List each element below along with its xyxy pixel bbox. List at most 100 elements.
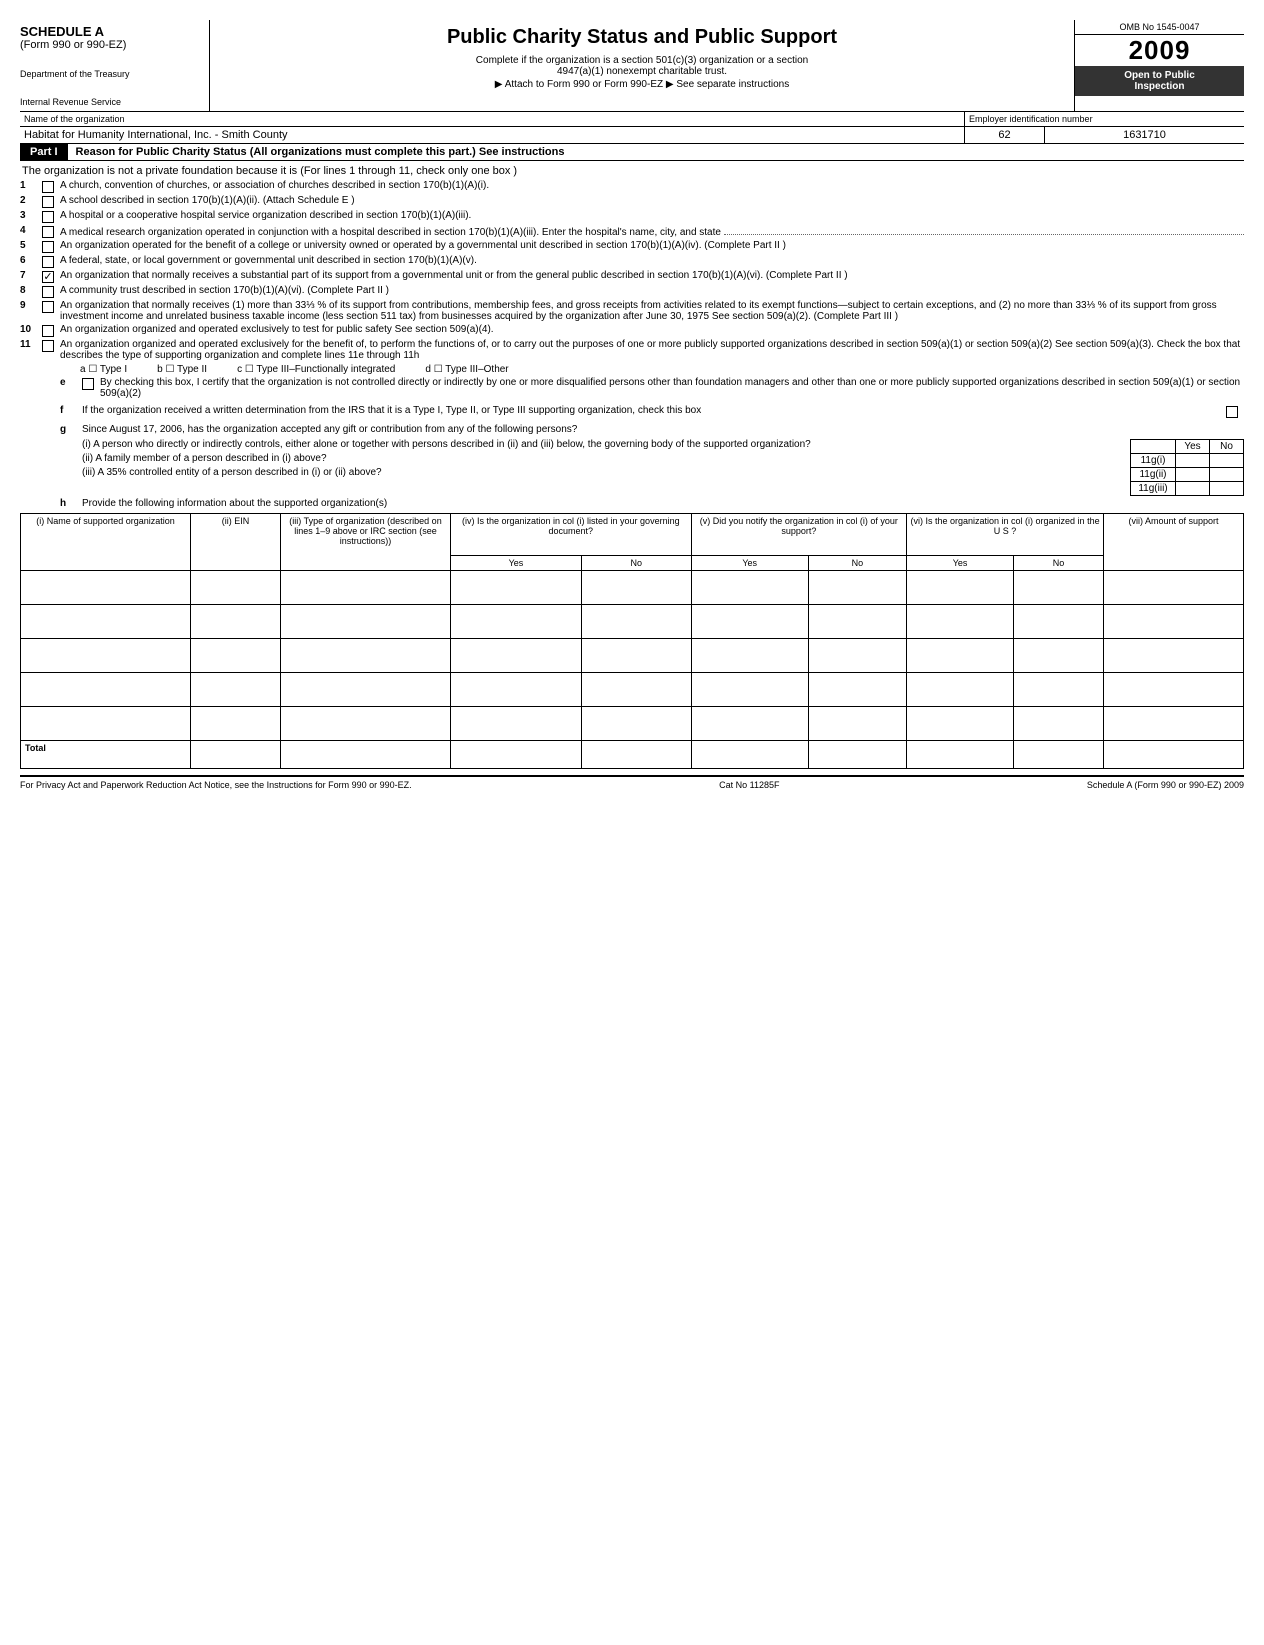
yes-no-grid: YesNo 11g(i) 11g(ii) 11g(iii) <box>1130 439 1244 496</box>
checkbox-e[interactable] <box>82 378 94 390</box>
checkbox-1[interactable] <box>42 181 54 193</box>
checkbox-5[interactable] <box>42 241 54 253</box>
part1-label: Part I <box>20 144 68 160</box>
label-g: g <box>60 424 82 435</box>
checkbox-f[interactable] <box>1226 406 1238 418</box>
line-2: 2A school described in section 170(b)(1)… <box>20 194 1244 209</box>
checkbox-2[interactable] <box>42 196 54 208</box>
ein-prefix: 62 <box>964 127 1044 143</box>
label-row: Name of the organization Employer identi… <box>20 112 1244 127</box>
checkbox-6[interactable] <box>42 256 54 268</box>
line-1: 1A church, convention of churches, or as… <box>20 179 1244 194</box>
th-vi-no: No <box>1014 556 1104 571</box>
footer: For Privacy Act and Paperwork Reduction … <box>20 775 1244 790</box>
th-v-no: No <box>808 556 906 571</box>
line-8: 8A community trust described in section … <box>20 284 1244 299</box>
header-row: SCHEDULE A (Form 990 or 990-EZ) Departme… <box>20 20 1244 112</box>
checkbox-7[interactable] <box>42 271 54 283</box>
yn-11giii-yes[interactable] <box>1175 481 1209 495</box>
part1-title: Reason for Public Charity Status (All or… <box>68 144 573 160</box>
line-g: g Since August 17, 2006, has the organiz… <box>20 424 1244 496</box>
checkbox-4[interactable] <box>42 226 54 238</box>
part1-header: Part I Reason for Public Charity Status … <box>20 144 1244 161</box>
ein-suffix: 1631710 <box>1044 127 1244 143</box>
value-row: Habitat for Humanity International, Inc.… <box>20 127 1244 144</box>
tax-year: 2009 <box>1075 35 1244 66</box>
otp-line1: Open to Public <box>1079 70 1240 81</box>
dept-irs: Internal Revenue Service <box>20 97 201 107</box>
line-9: 9An organization that normally receives … <box>20 299 1244 323</box>
text-g: Since August 17, 2006, has the organizat… <box>82 424 1244 435</box>
g-i: (i) A person who directly or indirectly … <box>60 439 1124 450</box>
th-vii: (vii) Amount of support <box>1104 514 1244 571</box>
footer-mid: Cat No 11285F <box>719 780 779 790</box>
title: Public Charity Status and Public Support <box>218 26 1066 49</box>
org-name-value: Habitat for Humanity International, Inc.… <box>20 127 964 143</box>
table-row[interactable] <box>21 707 1244 741</box>
th-v: (v) Did you notify the organization in c… <box>691 514 906 556</box>
total-label: Total <box>21 741 191 769</box>
th-vi-yes: Yes <box>907 556 1014 571</box>
th-type: (iii) Type of organization (described on… <box>281 514 451 571</box>
yn-11gi: 11g(i) <box>1131 453 1175 467</box>
g-sub-block: (i) A person who directly or indirectly … <box>60 439 1130 478</box>
dept-treasury: Department of the Treasury <box>20 69 201 79</box>
line-h: h Provide the following information abou… <box>20 498 1244 509</box>
ein-label: Employer identification number <box>964 112 1244 126</box>
text-e: By checking this box, I certify that the… <box>100 377 1244 399</box>
th-vi: (vi) Is the organization in col (i) orga… <box>907 514 1104 556</box>
label-e: e <box>60 377 82 399</box>
line-7: 7An organization that normally receives … <box>20 269 1244 284</box>
line-6: 6A federal, state, or local government o… <box>20 254 1244 269</box>
checkbox-11[interactable] <box>42 340 54 352</box>
line-4: 4A medical research organization operate… <box>20 224 1244 239</box>
header-left: SCHEDULE A (Form 990 or 990-EZ) Departme… <box>20 20 210 111</box>
th-iv: (iv) Is the organization in col (i) list… <box>451 514 692 556</box>
footer-left: For Privacy Act and Paperwork Reduction … <box>20 780 412 790</box>
th-ein: (ii) EIN <box>191 514 281 571</box>
yn-11gii-yes[interactable] <box>1175 467 1209 481</box>
yn-11gi-no[interactable] <box>1209 453 1243 467</box>
checkbox-9[interactable] <box>42 301 54 313</box>
form-label: (Form 990 or 990-EZ) <box>20 39 201 51</box>
intro-text: The organization is not a private founda… <box>20 161 1244 179</box>
supported-org-table: (i) Name of supported organization (ii) … <box>20 513 1244 769</box>
type-d[interactable]: d ☐ Type III–Other <box>425 364 508 375</box>
table-row[interactable] <box>21 673 1244 707</box>
line-5: 5An organization operated for the benefi… <box>20 239 1244 254</box>
attach-line: ▶ Attach to Form 990 or Form 990-EZ ▶ Se… <box>218 79 1066 90</box>
line-3: 3A hospital or a cooperative hospital se… <box>20 209 1244 224</box>
table-row[interactable] <box>21 605 1244 639</box>
checkbox-8[interactable] <box>42 286 54 298</box>
checkbox-10[interactable] <box>42 325 54 337</box>
hospital-name-field[interactable] <box>724 225 1244 235</box>
line-f: f If the organization received a written… <box>20 405 1244 418</box>
yn-yes: Yes <box>1175 440 1209 453</box>
omb-number: OMB No 1545-0047 <box>1075 20 1244 35</box>
type-c[interactable]: c ☐ Type III–Functionally integrated <box>237 364 395 375</box>
yn-11gi-yes[interactable] <box>1175 453 1209 467</box>
label-f: f <box>60 405 82 416</box>
header-right: OMB No 1545-0047 2009 Open to Public Ins… <box>1074 20 1244 111</box>
th-iv-no: No <box>581 556 691 571</box>
type-b[interactable]: b ☐ Type II <box>157 364 207 375</box>
subtitle-2: 4947(a)(1) nonexempt charitable trust. <box>218 66 1066 77</box>
schedule-label: SCHEDULE A <box>20 24 201 39</box>
th-v-yes: Yes <box>691 556 808 571</box>
yn-11giii-no[interactable] <box>1209 481 1243 495</box>
yn-no: No <box>1209 440 1243 453</box>
type-row: a ☐ Type I b ☐ Type II c ☐ Type III–Func… <box>20 362 1244 377</box>
table-row[interactable] <box>21 639 1244 673</box>
label-h: h <box>60 498 82 509</box>
type-a[interactable]: a ☐ Type I <box>80 364 127 375</box>
checkbox-3[interactable] <box>42 211 54 223</box>
g-ii: (ii) A family member of a person describ… <box>60 453 1124 464</box>
yn-11giii: 11g(iii) <box>1131 481 1175 495</box>
otp-line2: Inspection <box>1079 81 1240 92</box>
subtitle-1: Complete if the organization is a sectio… <box>218 55 1066 66</box>
line-11: 11An organization organized and operated… <box>20 338 1244 362</box>
yn-11gii-no[interactable] <box>1209 467 1243 481</box>
yn-11gii: 11g(ii) <box>1131 467 1175 481</box>
g-iii: (iii) A 35% controlled entity of a perso… <box>60 467 1124 478</box>
table-row[interactable] <box>21 571 1244 605</box>
